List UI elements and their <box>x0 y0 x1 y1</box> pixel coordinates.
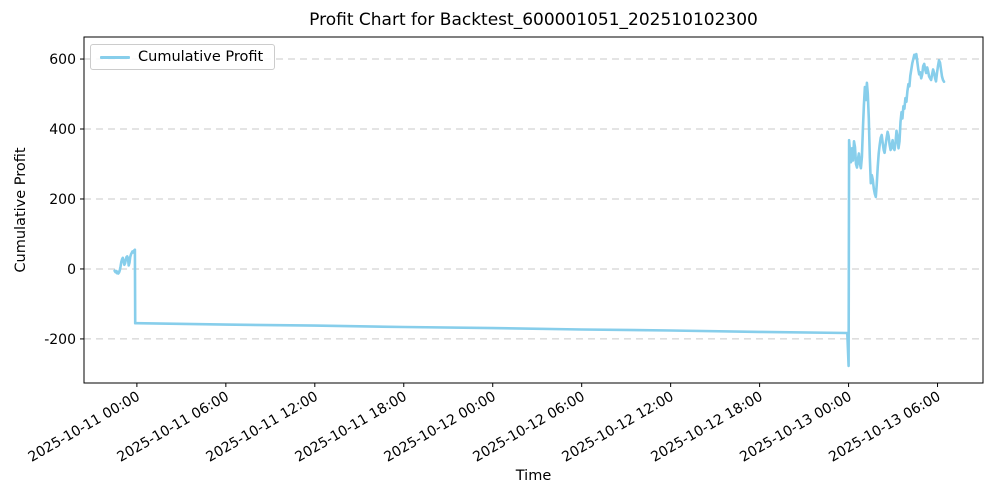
y-tick-label: 400 <box>49 122 76 138</box>
plot-border <box>83 36 984 384</box>
y-tick-label: 600 <box>49 52 76 68</box>
y-axis-label: Cumulative Profit <box>13 147 29 273</box>
y-tick-label: 200 <box>49 192 76 208</box>
cumulative-profit-line <box>113 52 946 368</box>
chart-title: Profit Chart for Backtest_600001051_2025… <box>309 10 758 30</box>
legend: Cumulative Profit <box>90 44 276 70</box>
legend-line-swatch <box>100 55 130 59</box>
x-axis-label: Time <box>515 468 552 484</box>
legend-label: Cumulative Profit <box>138 49 264 65</box>
y-tick-label: 0 <box>67 262 76 278</box>
y-tick-label: -200 <box>44 332 76 348</box>
